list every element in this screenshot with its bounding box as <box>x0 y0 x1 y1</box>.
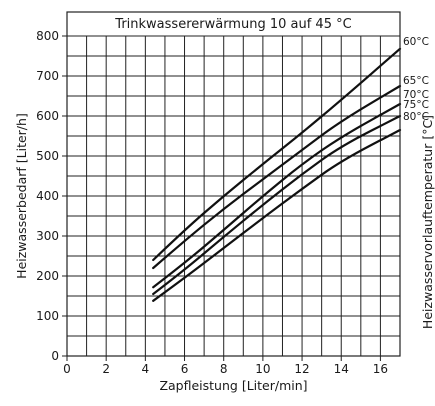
series-line-60 <box>152 47 402 262</box>
series-label-70: 70°C <box>403 89 429 101</box>
x-tick-label: 0 <box>63 362 71 376</box>
grid <box>62 35 401 361</box>
y-tick-label: 300 <box>36 229 59 243</box>
x-tick-label: 2 <box>102 362 110 376</box>
series-line-80 <box>152 128 402 302</box>
x-tick-label: 16 <box>373 362 388 376</box>
x-tick-label: 4 <box>142 362 150 376</box>
series-label-75: 75°C <box>403 99 429 111</box>
x-tick-label: 14 <box>334 362 349 376</box>
y2-axis-label: Heizwasservorlauftemperatur [°C] <box>420 115 435 329</box>
plot-frame <box>66 11 401 357</box>
series-labels: 60°C 65°C 70°C75°C80°C <box>403 36 429 123</box>
y-tick-label: 200 <box>36 269 59 283</box>
y-tick-label: 700 <box>36 69 59 83</box>
series-label-65: 65°C <box>403 75 429 87</box>
x-tick-label: 6 <box>181 362 189 376</box>
series-line-75 <box>152 114 402 296</box>
y-tick-label: 100 <box>36 309 59 323</box>
series-line-65 <box>152 84 402 270</box>
y-tick-label: 800 <box>36 29 59 43</box>
chart-title: Trinkwassererwärmung 10 auf 45 °C <box>114 17 351 32</box>
x-tick-label: 8 <box>220 362 228 376</box>
x-tick-labels: 0 2 4 6 8 10 12 14 16 <box>63 362 388 376</box>
x-axis-label: Zapfleistung [Liter/min] <box>159 378 307 393</box>
x-tick-label: 12 <box>294 362 309 376</box>
y-axis-label: Heizwasserbedarf [Liter/h] <box>14 113 29 279</box>
y-tick-label: 400 <box>36 189 59 203</box>
curves <box>152 47 402 302</box>
series-label-80: 80°C <box>403 111 429 123</box>
series-label-60: 60°C <box>403 36 429 48</box>
y-tick-label: 0 <box>51 349 59 363</box>
title-area: Trinkwassererwärmung 10 auf 45 °C <box>114 17 351 32</box>
y-tick-label: 600 <box>36 109 59 123</box>
y-tick-labels: 0 100 200 300 400 500 600 700 800 <box>36 29 59 363</box>
y-tick-label: 500 <box>36 149 59 163</box>
series-line-70 <box>152 102 402 289</box>
x-tick-label: 10 <box>255 362 270 376</box>
